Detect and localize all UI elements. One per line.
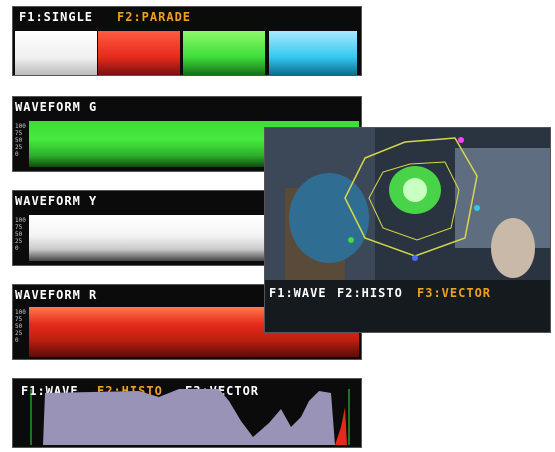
histogram-panel: F1:WAVE F2:HISTO F3:VECTOR	[12, 378, 362, 448]
waveform-g-scale: 100 75 50 25 0	[15, 123, 26, 158]
waveform-y-scale: 100 75 50 25 0	[15, 217, 26, 252]
parade-channel-cyan	[269, 31, 357, 75]
parade-channel-white	[15, 31, 97, 75]
vector-f2-histo-button[interactable]: F2:HISTO	[337, 286, 403, 300]
waveform-r-panel: WAVEFORM R 100 75 50 25 0	[12, 284, 362, 360]
waveform-y-title: WAVEFORM Y	[15, 194, 98, 208]
parade-channel-green	[183, 31, 265, 75]
f1-single-button[interactable]: F1:SINGLE	[19, 10, 94, 24]
vector-f3-vector-button[interactable]: F3:VECTOR	[417, 286, 492, 300]
parade-channel-red	[98, 31, 180, 75]
parade-panel: F1:SINGLE F2:PARADE	[12, 6, 362, 76]
waveform-r-scale: 100 75 50 25 0	[15, 309, 26, 344]
vectorscope-panel: F1:WAVE F2:HISTO F3:VECTOR	[264, 127, 551, 333]
vector-f1-wave-button[interactable]: F1:WAVE	[269, 286, 327, 300]
vectorscope-image	[265, 128, 550, 280]
waveform-g-title: WAVEFORM G	[15, 100, 98, 114]
histogram-plot	[30, 389, 350, 445]
f2-parade-button[interactable]: F2:PARADE	[117, 10, 192, 24]
waveform-r-title: WAVEFORM R	[15, 288, 98, 302]
